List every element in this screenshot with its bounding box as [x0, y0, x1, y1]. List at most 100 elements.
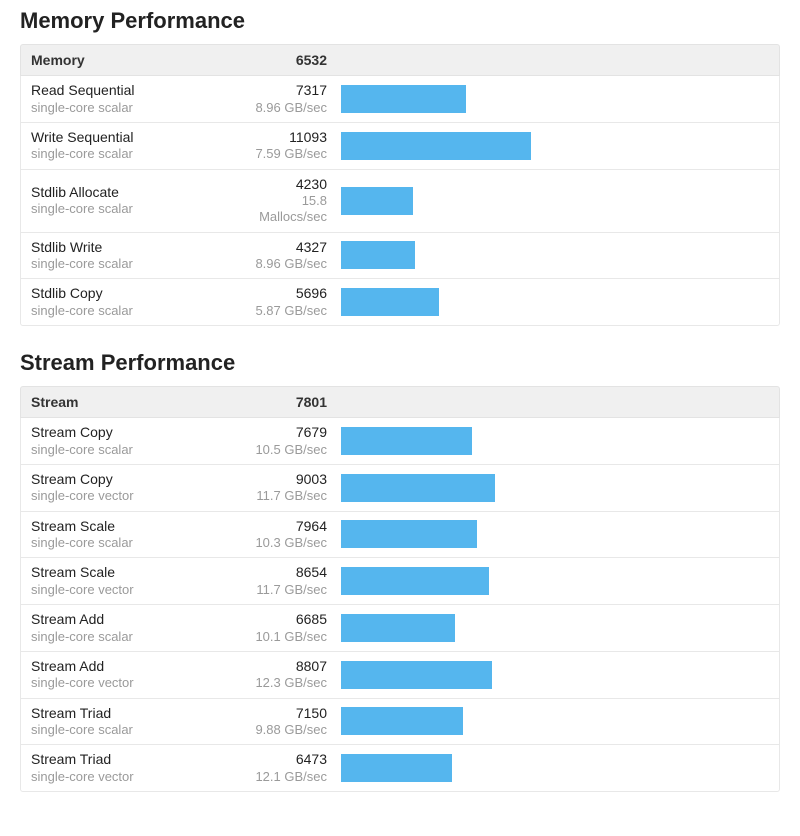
benchmark-rate: 8.96 GB/sec	[231, 100, 327, 116]
row-bar-cell	[341, 132, 769, 160]
benchmark-rate: 8.96 GB/sec	[231, 256, 327, 272]
benchmark-name: Stream Copy	[31, 424, 231, 442]
row-name-cell: Stream Copysingle-core vector	[31, 471, 231, 505]
benchmark-row: Stream Triadsingle-core scalar71509.88 G…	[20, 699, 780, 746]
benchmark-row: Stdlib Writesingle-core scalar43278.96 G…	[20, 233, 780, 280]
row-score-cell: 110937.59 GB/sec	[231, 129, 341, 163]
row-name-cell: Stream Addsingle-core scalar	[31, 611, 231, 645]
row-name-cell: Stream Triadsingle-core scalar	[31, 705, 231, 739]
row-score-cell: 865411.7 GB/sec	[231, 564, 341, 598]
bar-track	[341, 754, 769, 782]
benchmark-name: Write Sequential	[31, 129, 231, 147]
benchmark-row: Write Sequentialsingle-core scalar110937…	[20, 123, 780, 170]
row-name-cell: Write Sequentialsingle-core scalar	[31, 129, 231, 163]
row-name-cell: Stdlib Copysingle-core scalar	[31, 285, 231, 319]
row-name-cell: Stream Scalesingle-core vector	[31, 564, 231, 598]
bar-track	[341, 288, 769, 316]
benchmark-score: 8807	[231, 658, 327, 676]
row-score-cell: 796410.3 GB/sec	[231, 518, 341, 552]
row-bar-cell	[341, 427, 769, 455]
benchmark-name: Stdlib Copy	[31, 285, 231, 303]
bar-track	[341, 520, 769, 548]
benchmark-score: 7679	[231, 424, 327, 442]
row-score-cell: 423015.8 Mallocs/sec	[231, 176, 341, 226]
benchmark-subtype: single-core scalar	[31, 442, 231, 458]
table-header-row: Memory6532	[20, 44, 780, 76]
benchmark-subtype: single-core vector	[31, 582, 231, 598]
benchmark-score: 4327	[231, 239, 327, 257]
benchmark-row: Stream Addsingle-core scalar668510.1 GB/…	[20, 605, 780, 652]
bar-fill	[341, 567, 489, 595]
row-score-cell: 647312.1 GB/sec	[231, 751, 341, 785]
benchmark-score: 5696	[231, 285, 327, 303]
benchmark-row: Stdlib Copysingle-core scalar56965.87 GB…	[20, 279, 780, 326]
row-bar-cell	[341, 754, 769, 782]
benchmark-score: 4230	[231, 176, 327, 194]
bar-fill	[341, 707, 463, 735]
bar-fill	[341, 187, 413, 215]
row-bar-cell	[341, 707, 769, 735]
benchmark-subtype: single-core scalar	[31, 201, 231, 217]
row-score-cell: 900311.7 GB/sec	[231, 471, 341, 505]
row-name-cell: Stream Copysingle-core scalar	[31, 424, 231, 458]
benchmark-row: Stream Addsingle-core vector880712.3 GB/…	[20, 652, 780, 699]
benchmark-name: Stream Add	[31, 658, 231, 676]
benchmark-row: Stdlib Allocatesingle-core scalar423015.…	[20, 170, 780, 233]
bar-fill	[341, 661, 492, 689]
benchmark-section: Stream PerformanceStream7801Stream Copys…	[20, 350, 780, 792]
benchmark-row: Read Sequentialsingle-core scalar73178.9…	[20, 76, 780, 123]
row-name-cell: Stream Scalesingle-core scalar	[31, 518, 231, 552]
benchmark-subtype: single-core scalar	[31, 629, 231, 645]
row-score-cell: 767910.5 GB/sec	[231, 424, 341, 458]
bar-track	[341, 614, 769, 642]
bar-fill	[341, 474, 495, 502]
benchmark-rate: 7.59 GB/sec	[231, 146, 327, 162]
header-aggregate-score: 6532	[231, 52, 341, 68]
row-score-cell: 43278.96 GB/sec	[231, 239, 341, 273]
benchmark-rate: 11.7 GB/sec	[231, 582, 327, 598]
bar-fill	[341, 241, 415, 269]
benchmark-rate: 5.87 GB/sec	[231, 303, 327, 319]
header-category-label: Memory	[31, 52, 231, 68]
benchmark-rate: 9.88 GB/sec	[231, 722, 327, 738]
row-bar-cell	[341, 474, 769, 502]
benchmark-subtype: single-core vector	[31, 488, 231, 504]
benchmark-name: Read Sequential	[31, 82, 231, 100]
benchmark-rate: 15.8 Mallocs/sec	[231, 193, 327, 226]
bar-fill	[341, 614, 455, 642]
table-header-row: Stream7801	[20, 386, 780, 418]
row-bar-cell	[341, 661, 769, 689]
row-bar-cell	[341, 520, 769, 548]
benchmark-name: Stream Scale	[31, 564, 231, 582]
benchmark-subtype: single-core scalar	[31, 303, 231, 319]
bar-track	[341, 427, 769, 455]
benchmark-rate: 10.5 GB/sec	[231, 442, 327, 458]
benchmark-subtype: single-core scalar	[31, 146, 231, 162]
bar-track	[341, 187, 769, 215]
row-name-cell: Stream Addsingle-core vector	[31, 658, 231, 692]
row-name-cell: Stream Triadsingle-core vector	[31, 751, 231, 785]
bar-track	[341, 661, 769, 689]
row-score-cell: 668510.1 GB/sec	[231, 611, 341, 645]
bar-track	[341, 707, 769, 735]
bar-track	[341, 132, 769, 160]
benchmark-rate: 10.3 GB/sec	[231, 535, 327, 551]
benchmark-row: Stream Scalesingle-core vector865411.7 G…	[20, 558, 780, 605]
benchmark-rate: 12.3 GB/sec	[231, 675, 327, 691]
benchmark-row: Stream Triadsingle-core vector647312.1 G…	[20, 745, 780, 792]
row-bar-cell	[341, 187, 769, 215]
benchmark-score: 8654	[231, 564, 327, 582]
benchmark-row: Stream Copysingle-core vector900311.7 GB…	[20, 465, 780, 512]
benchmark-name: Stream Triad	[31, 705, 231, 723]
row-name-cell: Stdlib Allocatesingle-core scalar	[31, 184, 231, 218]
row-bar-cell	[341, 614, 769, 642]
benchmark-score: 7964	[231, 518, 327, 536]
row-name-cell: Stdlib Writesingle-core scalar	[31, 239, 231, 273]
bar-fill	[341, 132, 531, 160]
benchmark-name: Stdlib Allocate	[31, 184, 231, 202]
row-bar-cell	[341, 85, 769, 113]
section-title: Memory Performance	[20, 8, 780, 34]
row-score-cell: 880712.3 GB/sec	[231, 658, 341, 692]
row-bar-cell	[341, 288, 769, 316]
row-bar-cell	[341, 241, 769, 269]
